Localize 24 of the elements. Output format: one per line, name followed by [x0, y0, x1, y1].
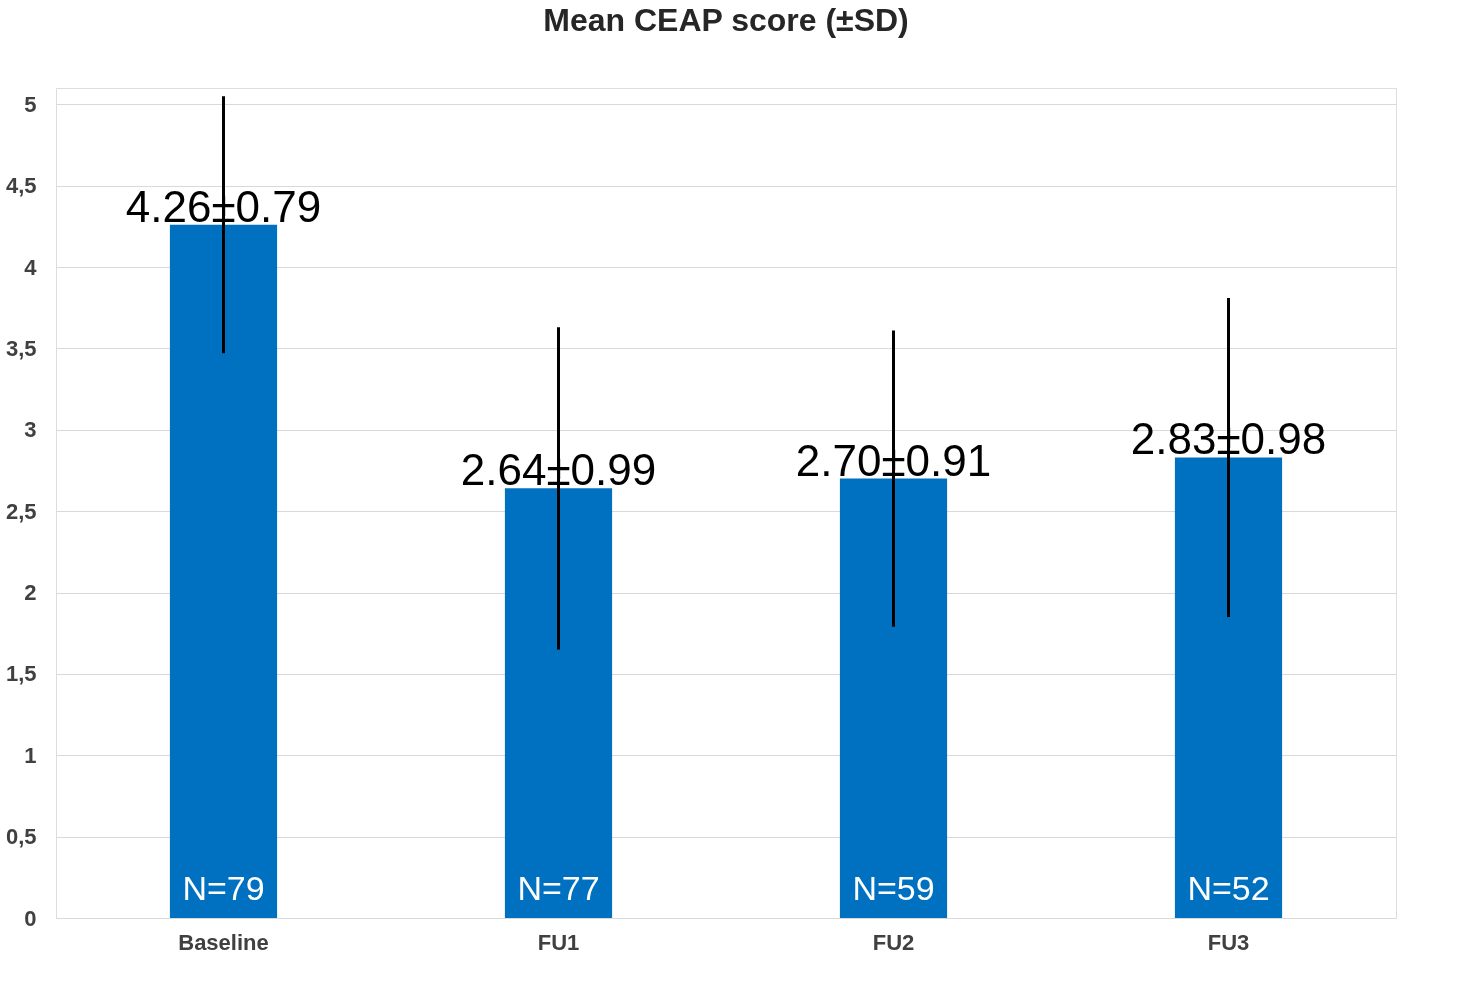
bar: [169, 224, 278, 918]
x-tick-label: FU3: [1207, 929, 1250, 955]
y-tick-label: 2: [24, 580, 37, 606]
bar: [504, 488, 613, 918]
bar: [1174, 457, 1283, 918]
y-tick-label: 1: [24, 742, 37, 768]
annotation: N=79: [182, 869, 265, 907]
x-tick-label: FU1: [537, 929, 580, 955]
y-tick-label: 0,5: [5, 824, 37, 850]
y-tick-label: 4,5: [5, 173, 37, 199]
y-tick-label: 1,5: [5, 661, 37, 687]
y-tick-label: 3: [24, 417, 37, 443]
annotation: N=52: [1187, 869, 1270, 907]
x-tick-label: Baseline: [178, 929, 269, 955]
y-tick-label: 0: [24, 905, 37, 931]
y-tick-label: 3,5: [5, 335, 37, 361]
bar: [839, 478, 948, 918]
y-tick-label: 4: [24, 254, 38, 280]
y-tick-label: 5: [24, 91, 37, 117]
x-tick-label: FU2: [872, 929, 915, 955]
y-tick-label: 2,5: [5, 498, 37, 524]
annotation: N=77: [517, 869, 600, 907]
chart-title: Mean CEAP score (±SD): [543, 2, 909, 38]
annotation: N=59: [852, 869, 935, 907]
